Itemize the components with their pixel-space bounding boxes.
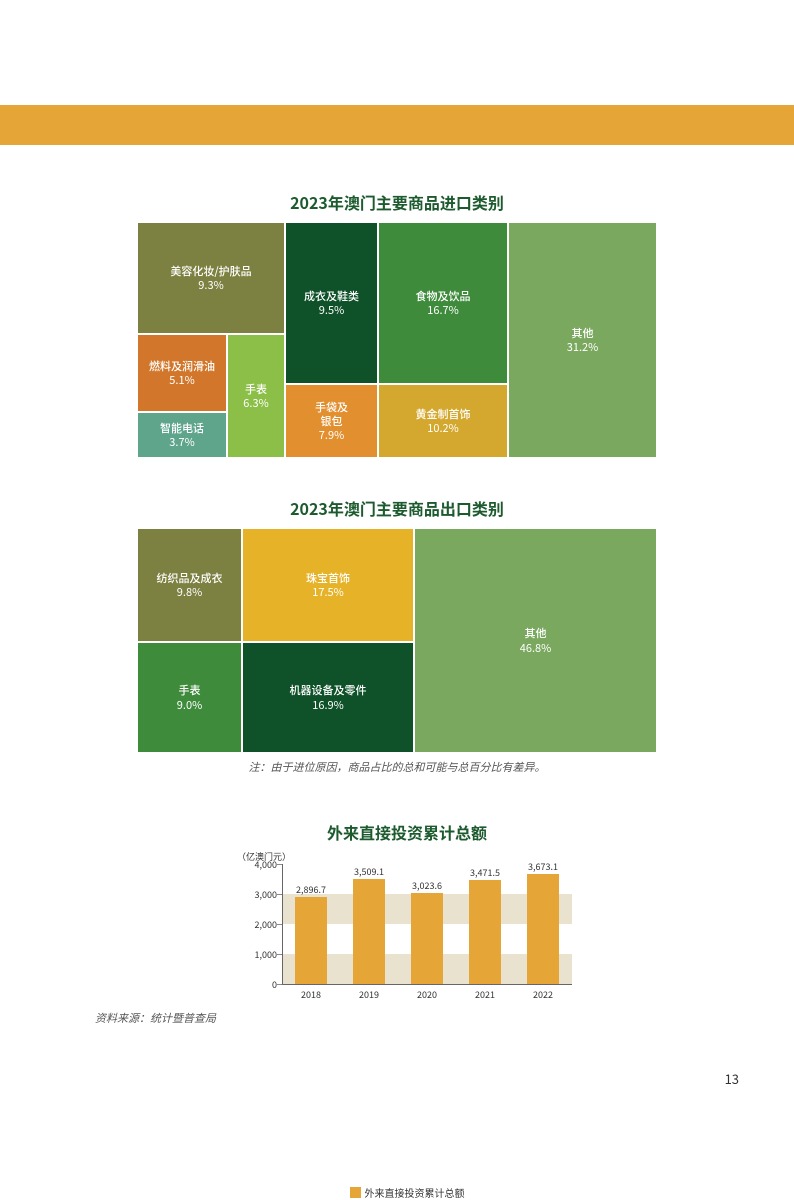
treemap-cell: 珠宝首饰17.5% — [242, 528, 414, 642]
bar-value: 2,896.7 — [286, 883, 336, 896]
exports-title: 2023年澳门主要商品出口类别 — [137, 496, 657, 520]
y-axis — [282, 864, 283, 984]
source-text: 资料来源：统计暨普查局 — [95, 1010, 216, 1026]
x-tick: 2022 — [523, 988, 563, 1001]
treemap-cell: 智能电话3.7% — [137, 412, 227, 458]
bar — [469, 880, 501, 984]
y-tick: 0 — [242, 978, 277, 991]
treemap-cell: 食物及饮品16.7% — [378, 222, 508, 384]
imports-treemap: 美容化妆/护肤品9.3%成衣及鞋类9.5%食物及饮品16.7%其他31.2% 燃料… — [137, 222, 657, 458]
y-tick: 1,000 — [242, 948, 277, 961]
treemap-cell: 手袋及银包7.9% — [285, 384, 378, 458]
bar-value: 3,471.5 — [460, 866, 510, 879]
x-tick: 2020 — [407, 988, 447, 1001]
treemap-cell: 其他31.2% — [508, 222, 657, 458]
legend-label: 外来直接投资累计总额 — [365, 1185, 465, 1200]
header-band — [0, 105, 794, 145]
bar — [353, 879, 385, 984]
x-tick: 2021 — [465, 988, 505, 1001]
x-axis — [282, 984, 572, 985]
fdi-chart: （亿澳门元） 01,0002,0003,0004,0002,896.720183… — [237, 852, 577, 1002]
fdi-legend: 外来直接投资累计总额 — [237, 1185, 577, 1200]
bar — [411, 893, 443, 984]
x-tick: 2019 — [349, 988, 389, 1001]
bar — [295, 897, 327, 984]
treemap-cell: 黄金制首饰10.2% — [378, 384, 508, 458]
legend-swatch — [350, 1187, 361, 1198]
bar-value: 3,023.6 — [402, 879, 452, 892]
imports-title: 2023年澳门主要商品进口类别 — [137, 190, 657, 214]
treemap-cell: 手表9.0% — [137, 642, 242, 753]
bar — [527, 874, 559, 984]
y-tick: 3,000 — [242, 888, 277, 901]
y-tick: 4,000 — [242, 858, 277, 871]
treemap-cell: 机器设备及零件16.9% — [242, 642, 414, 753]
treemap-cell: 手表6.3% — [227, 334, 285, 458]
treemap-cell: 成衣及鞋类9.5% — [285, 222, 378, 384]
treemap-cell: 燃料及润滑油5.1% — [137, 334, 227, 412]
y-tick: 2,000 — [242, 918, 277, 931]
bar-value: 3,673.1 — [518, 860, 568, 873]
exports-note: 注：由于进位原因，商品占比的总和可能与总百分比有差异。 — [137, 759, 657, 775]
bar-value: 3,509.1 — [344, 865, 394, 878]
x-tick: 2018 — [291, 988, 331, 1001]
treemap-cell: 纺织品及成衣9.8% — [137, 528, 242, 642]
exports-treemap: 纺织品及成衣9.8%珠宝首饰17.5%其他46.8% 手表9.0%机器设备及零件1… — [137, 528, 657, 753]
fdi-title: 外来直接投资累计总额 — [237, 820, 577, 844]
treemap-cell: 其他46.8% — [414, 528, 657, 753]
page-number: 13 — [725, 1069, 739, 1088]
treemap-cell: 美容化妆/护肤品9.3% — [137, 222, 285, 334]
